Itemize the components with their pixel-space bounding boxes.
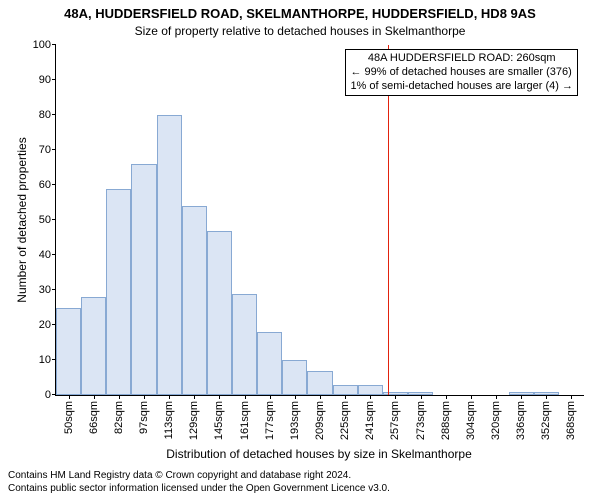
y-tick-label: 100 — [33, 39, 51, 51]
y-tick-mark — [52, 44, 56, 45]
x-tick-label: 336sqm — [515, 401, 527, 440]
x-tick-label: 209sqm — [314, 401, 326, 440]
x-tick-label: 273sqm — [415, 401, 427, 440]
x-tick-label: 82sqm — [113, 401, 125, 434]
x-tick-mark — [69, 395, 70, 399]
x-tick-mark — [144, 395, 145, 399]
x-tick-label: 145sqm — [213, 401, 225, 440]
x-tick-mark — [295, 395, 296, 399]
histogram-bar — [358, 385, 383, 396]
x-axis-label: Distribution of detached houses by size … — [55, 447, 583, 461]
x-tick-mark — [421, 395, 422, 399]
annotation-line: ← 99% of detached houses are smaller (37… — [350, 66, 573, 80]
x-tick-label: 352sqm — [540, 401, 552, 440]
y-tick-label: 70 — [39, 144, 51, 156]
plot-area: 010203040506070809010050sqm66sqm82sqm97s… — [55, 45, 584, 396]
y-tick-mark — [52, 114, 56, 115]
chart-title: 48A, HUDDERSFIELD ROAD, SKELMANTHORPE, H… — [0, 6, 600, 21]
x-tick-label: 97sqm — [138, 401, 150, 434]
x-tick-mark — [219, 395, 220, 399]
footer-line-2: Contains public sector information licen… — [8, 482, 390, 495]
histogram-bar — [232, 294, 257, 396]
x-tick-label: 50sqm — [63, 401, 75, 434]
x-tick-mark — [119, 395, 120, 399]
y-axis-label: Number of detached properties — [15, 137, 29, 302]
y-tick-mark — [52, 219, 56, 220]
x-tick-mark — [395, 395, 396, 399]
histogram-bar — [131, 164, 156, 395]
x-tick-label: 225sqm — [339, 401, 351, 440]
x-tick-label: 304sqm — [465, 401, 477, 440]
y-tick-label: 40 — [39, 249, 51, 261]
x-tick-mark — [546, 395, 547, 399]
x-tick-mark — [571, 395, 572, 399]
y-tick-label: 90 — [39, 74, 51, 86]
histogram-bar — [56, 308, 81, 396]
chart-subtitle: Size of property relative to detached ho… — [0, 24, 600, 38]
y-tick-label: 20 — [39, 319, 51, 331]
reference-line — [388, 45, 389, 395]
x-tick-label: 257sqm — [389, 401, 401, 440]
x-tick-label: 129sqm — [188, 401, 200, 440]
x-tick-label: 113sqm — [163, 401, 175, 439]
histogram-bar — [282, 360, 307, 395]
y-tick-mark — [52, 289, 56, 290]
x-tick-mark — [245, 395, 246, 399]
x-tick-mark — [270, 395, 271, 399]
histogram-bar — [333, 385, 358, 396]
x-tick-mark — [169, 395, 170, 399]
histogram-bar — [257, 332, 282, 395]
x-tick-mark — [471, 395, 472, 399]
y-tick-mark — [52, 254, 56, 255]
x-tick-label: 241sqm — [364, 401, 376, 440]
footer-attribution: Contains HM Land Registry data © Crown c… — [8, 469, 390, 495]
x-tick-mark — [345, 395, 346, 399]
y-tick-label: 0 — [45, 389, 51, 401]
x-tick-mark — [496, 395, 497, 399]
y-tick-label: 80 — [39, 109, 51, 121]
y-tick-mark — [52, 184, 56, 185]
y-tick-label: 30 — [39, 284, 51, 296]
x-tick-mark — [521, 395, 522, 399]
histogram-bar — [81, 297, 106, 395]
x-tick-label: 66sqm — [88, 401, 100, 434]
y-tick-label: 60 — [39, 179, 51, 191]
x-tick-mark — [194, 395, 195, 399]
x-tick-label: 288sqm — [440, 401, 452, 440]
x-tick-mark — [320, 395, 321, 399]
y-tick-label: 50 — [39, 214, 51, 226]
annotation-line: 1% of semi-detached houses are larger (4… — [350, 80, 573, 94]
x-tick-label: 193sqm — [289, 401, 301, 440]
x-tick-mark — [94, 395, 95, 399]
x-tick-label: 161sqm — [239, 401, 251, 440]
histogram-bar — [106, 189, 131, 396]
annotation-box: 48A HUDDERSFIELD ROAD: 260sqm← 99% of de… — [345, 49, 578, 96]
histogram-bar — [207, 231, 232, 396]
y-tick-mark — [52, 149, 56, 150]
chart-container: 48A, HUDDERSFIELD ROAD, SKELMANTHORPE, H… — [0, 0, 600, 500]
x-tick-label: 320sqm — [490, 401, 502, 440]
x-tick-label: 368sqm — [565, 401, 577, 440]
histogram-bar — [182, 206, 207, 395]
y-tick-mark — [52, 79, 56, 80]
x-tick-label: 177sqm — [264, 401, 276, 440]
histogram-bar — [157, 115, 182, 395]
y-tick-label: 10 — [39, 354, 51, 366]
footer-line-1: Contains HM Land Registry data © Crown c… — [8, 469, 390, 482]
annotation-line: 48A HUDDERSFIELD ROAD: 260sqm — [350, 52, 573, 66]
histogram-bar — [307, 371, 332, 396]
x-tick-mark — [370, 395, 371, 399]
x-tick-mark — [446, 395, 447, 399]
